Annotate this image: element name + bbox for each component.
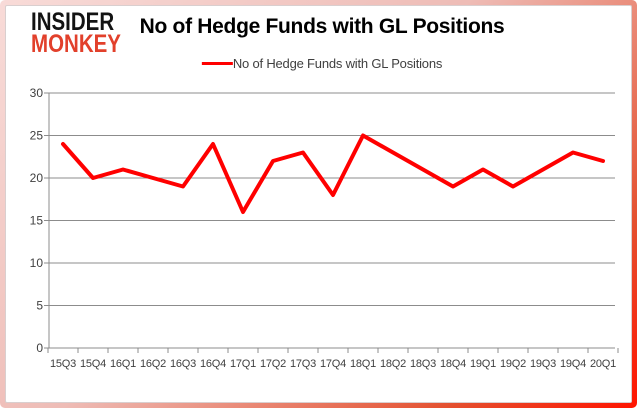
- logo-text-insider: INSIDER: [31, 8, 115, 36]
- svg-text:17Q1: 17Q1: [230, 358, 256, 370]
- svg-text:17Q4: 17Q4: [320, 358, 346, 370]
- svg-text:18Q4: 18Q4: [440, 358, 466, 370]
- svg-text:15: 15: [30, 214, 44, 228]
- svg-text:16Q3: 16Q3: [170, 358, 196, 370]
- svg-text:15Q3: 15Q3: [50, 358, 76, 370]
- svg-text:25: 25: [30, 129, 44, 143]
- svg-text:16Q1: 16Q1: [110, 358, 136, 370]
- legend: No of Hedge Funds with GL Positions: [201, 56, 443, 71]
- svg-text:5: 5: [36, 299, 43, 313]
- svg-text:18Q2: 18Q2: [380, 358, 406, 370]
- legend-label: No of Hedge Funds with GL Positions: [232, 56, 443, 71]
- svg-text:10: 10: [30, 256, 44, 270]
- svg-text:19Q2: 19Q2: [500, 358, 526, 370]
- chart-canvas: INSIDER MONKEY No of Hedge Funds with GL…: [5, 5, 632, 403]
- svg-text:19Q3: 19Q3: [530, 358, 556, 370]
- svg-text:18Q3: 18Q3: [410, 358, 436, 370]
- svg-text:17Q3: 17Q3: [290, 358, 316, 370]
- legend-line-swatch: [201, 62, 233, 65]
- svg-text:16Q4: 16Q4: [200, 358, 226, 370]
- svg-text:16Q2: 16Q2: [140, 358, 166, 370]
- svg-text:17Q2: 17Q2: [260, 358, 286, 370]
- svg-text:30: 30: [30, 86, 44, 100]
- svg-text:18Q1: 18Q1: [350, 358, 376, 370]
- svg-text:20: 20: [30, 171, 44, 185]
- svg-text:20Q1: 20Q1: [590, 358, 616, 370]
- svg-text:0: 0: [36, 341, 43, 355]
- logo-text-monkey: MONKEY: [31, 30, 121, 58]
- line-chart: 0 5 10 15 20 25 30 15Q3 15Q4 16Q1 16Q2 16Q3 16Q4 17Q1…: [30, 86, 619, 370]
- chart-title: No of Hedge Funds with GL Positions: [139, 15, 505, 38]
- svg-text:19Q4: 19Q4: [560, 358, 586, 370]
- svg-text:15Q4: 15Q4: [80, 358, 106, 370]
- insider-monkey-logo: INSIDER MONKEY: [31, 8, 141, 58]
- svg-text:19Q1: 19Q1: [470, 358, 496, 370]
